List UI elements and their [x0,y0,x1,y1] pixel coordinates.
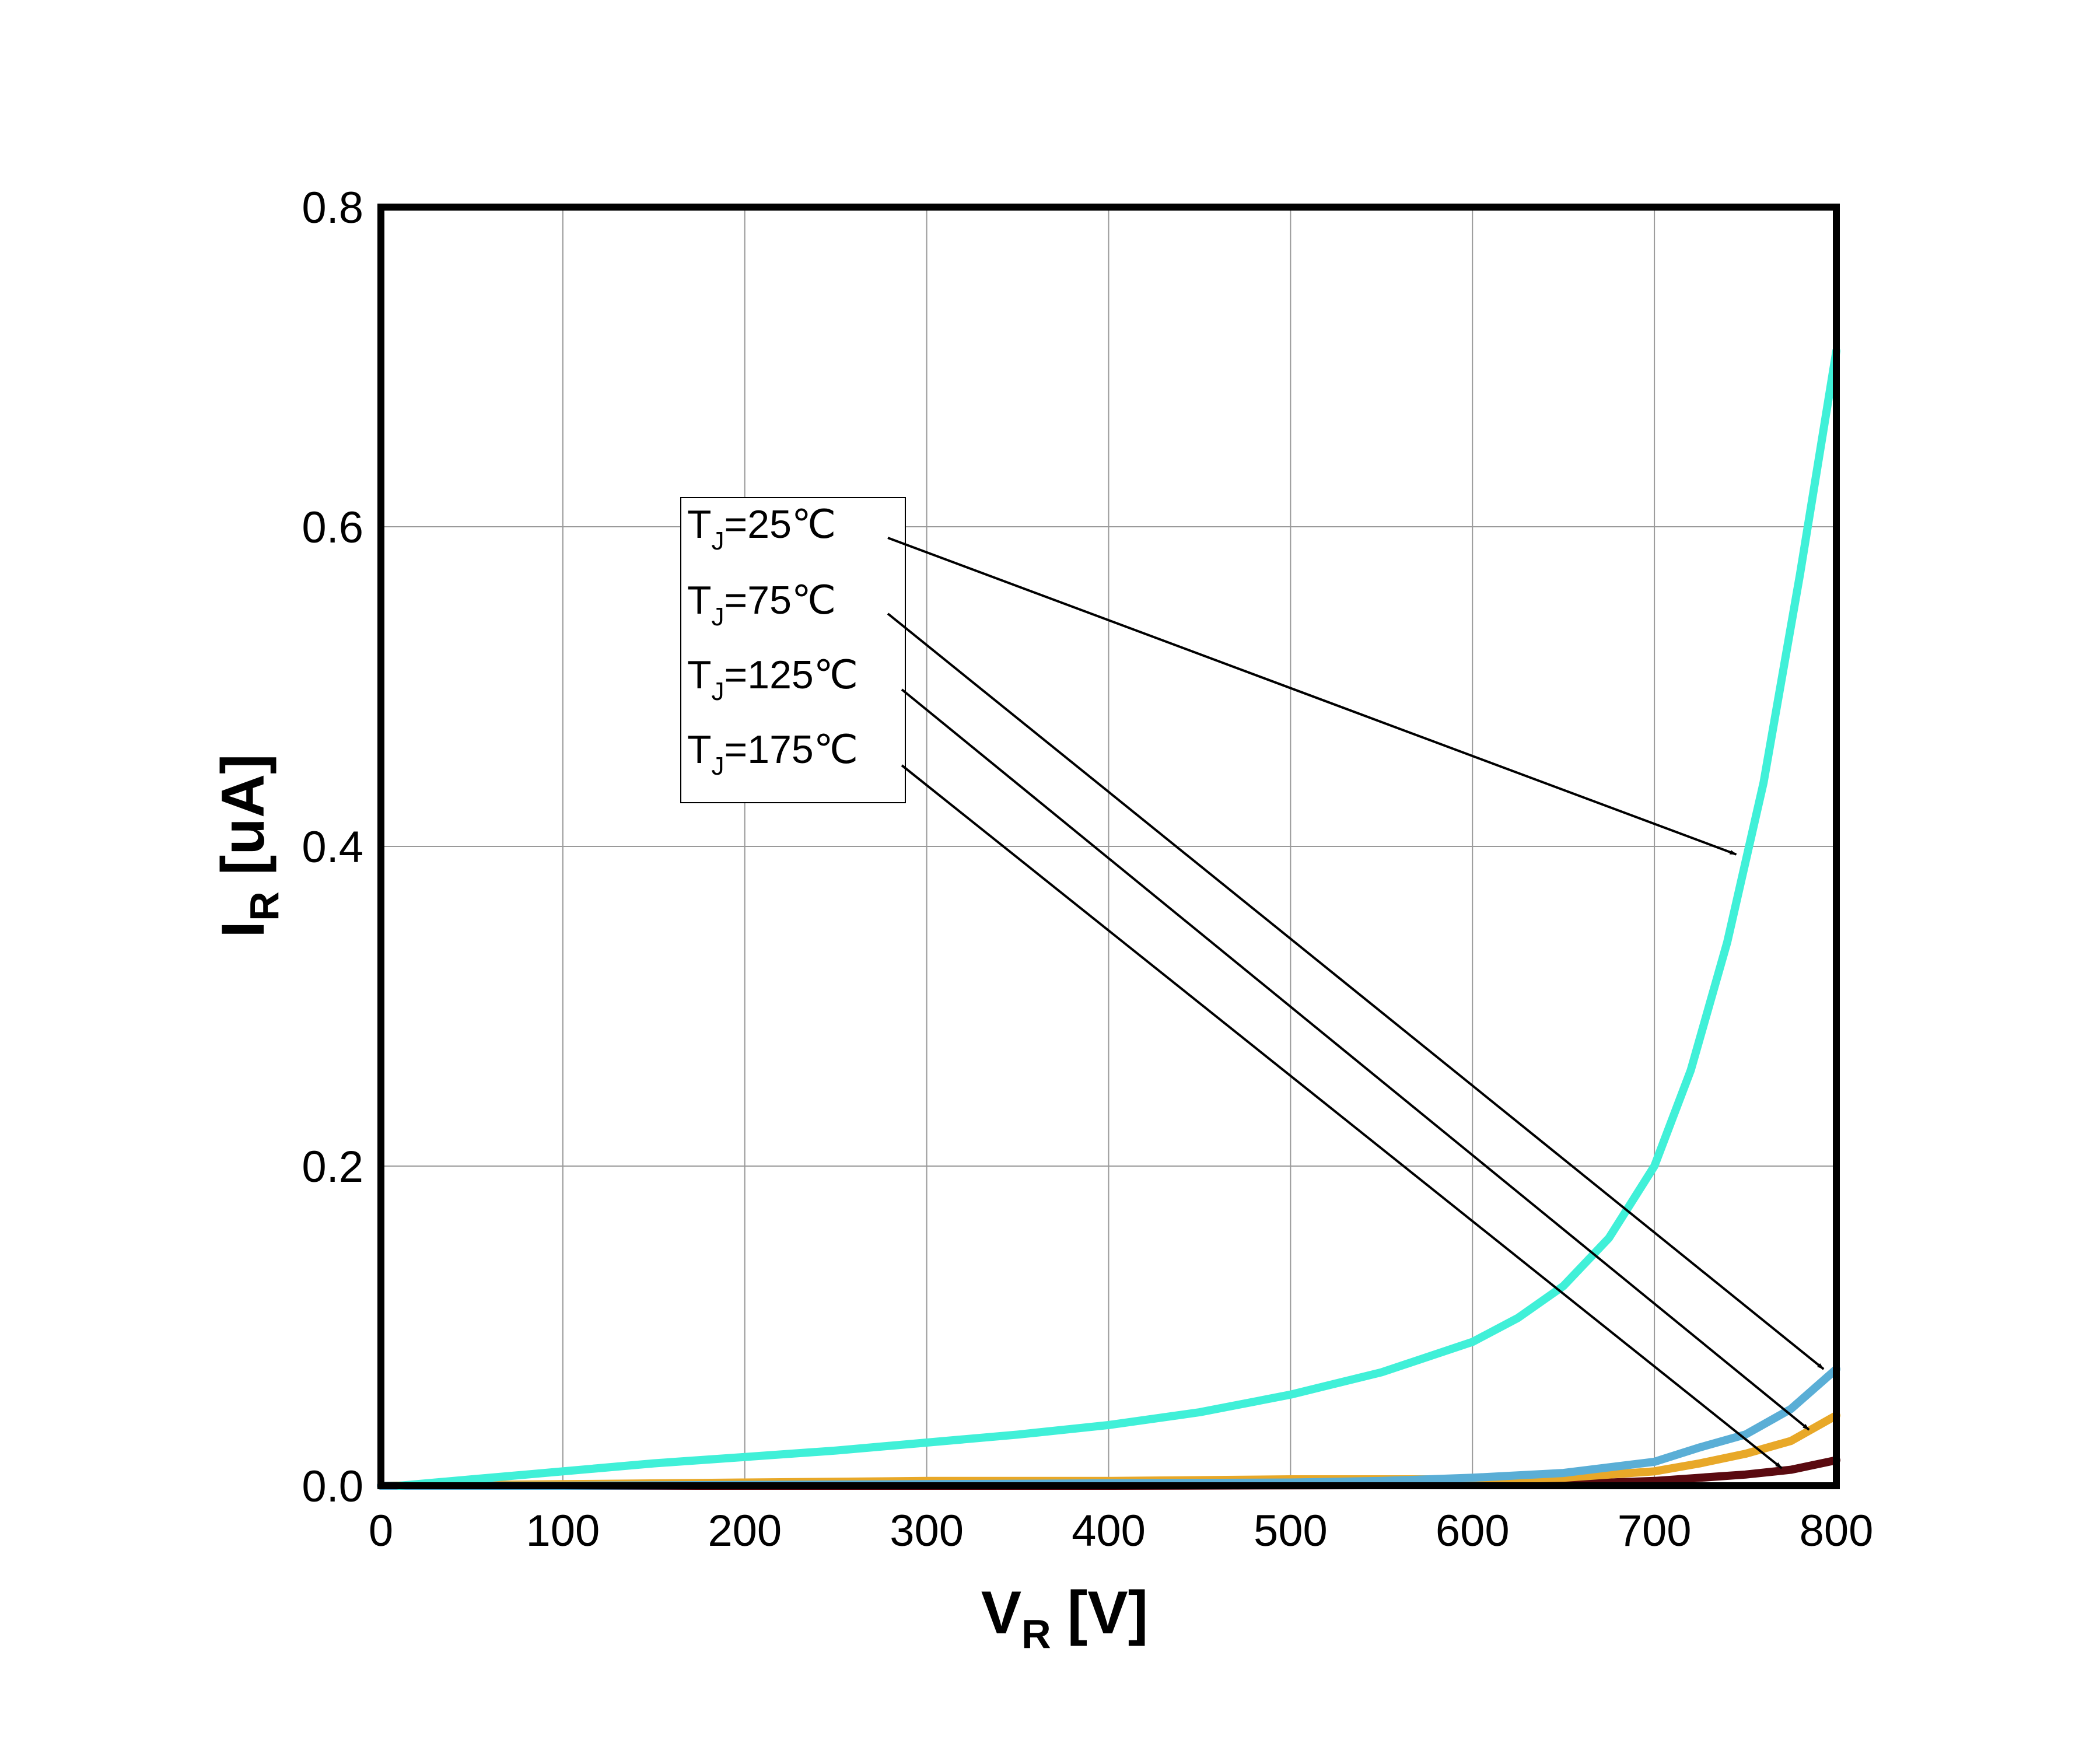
legend-entry-main: T [687,727,712,772]
x-tick-label: 800 [1800,1506,1874,1556]
legend-entry-main: T [687,578,712,622]
y-tick-label: 0.2 [302,1142,363,1192]
legend-entry-rest: =125℃ [724,653,859,697]
legend-frame [680,497,906,803]
legend-entry-rest: =25℃ [724,502,836,547]
x-axis-title-unit: [V] [1068,1579,1149,1647]
y-tick-label: 0.6 [302,503,363,552]
annotation-arrow [887,537,1737,856]
legend-entry: TJ=175℃ [687,727,858,780]
x-tick-label: 200 [708,1506,782,1556]
legend-entry: TJ=25℃ [687,502,836,555]
x-tick-label: 500 [1254,1506,1328,1556]
annotation-arrow [901,764,1783,1469]
x-tick-label: 400 [1072,1506,1146,1556]
annotation-arrow [901,688,1810,1431]
y-tick-label: 0.4 [302,822,363,872]
y-axis-title: IR [uA] [209,754,287,937]
x-tick-label: 600 [1436,1506,1510,1556]
legend-entry-sub: J [712,752,724,780]
grid [381,207,1836,1486]
x-axis-title-sub: R [1021,1611,1051,1657]
legend-entry-main: T [687,502,712,547]
x-tick-label: 0 [369,1506,393,1556]
x-tick-labels: 0 100 200 300 400 500 600 700 800 [369,1506,1874,1556]
legend-entry-main: T [687,653,712,697]
y-axis-title-unit: [uA] [209,754,277,875]
y-tick-label: 0.0 [302,1462,363,1511]
legend-box: TJ=25℃TJ=75℃TJ=125℃TJ=175℃ [680,497,906,803]
legend-entry-rest: =75℃ [724,578,836,622]
x-axis-title: VR [V] [981,1579,1149,1657]
annotation-arrows [887,537,1825,1469]
y-axis-title-main: I [209,921,277,938]
series-line-tj25 [395,346,1840,1490]
legend-entry-rest: =175℃ [724,727,859,772]
legend-entry: TJ=125℃ [687,653,858,706]
y-axis-title-sub: R [242,891,287,921]
y-tick-label: 0.8 [302,183,363,233]
x-tick-label: 100 [526,1506,600,1556]
x-axis-title-main: V [981,1579,1021,1647]
x-tick-label: 300 [890,1506,964,1556]
x-tick-label: 700 [1618,1506,1692,1556]
y-tick-labels: 0.0 0.2 0.4 0.6 0.8 [302,183,363,1511]
legend-entry-sub: J [712,677,724,706]
legend-entry-sub: J [712,603,724,631]
annotation-arrow [887,612,1825,1370]
plot-frame [377,204,1840,1489]
legend-entry: TJ=75℃ [687,578,836,631]
legend-entry-sub: J [712,527,724,555]
